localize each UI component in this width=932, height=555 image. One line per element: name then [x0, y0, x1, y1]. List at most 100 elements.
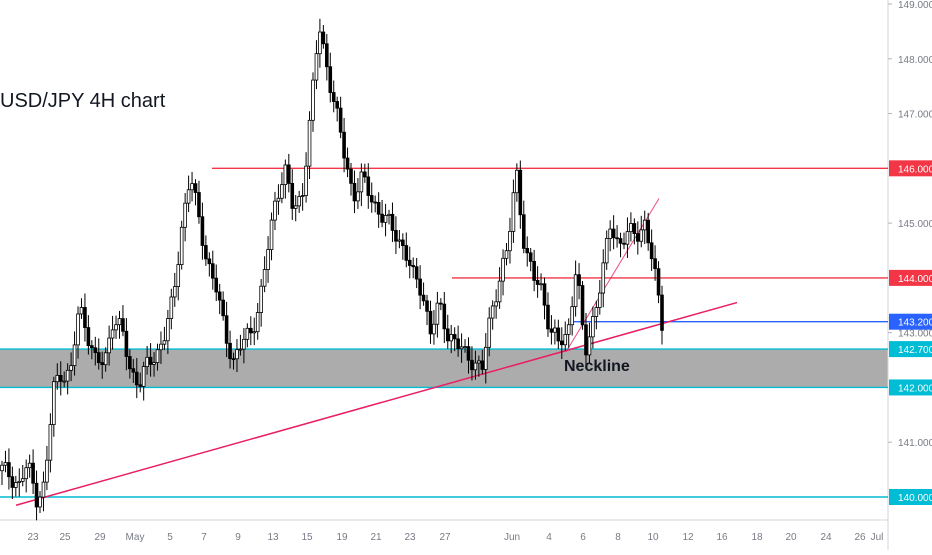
candle-body — [159, 343, 163, 351]
candle-body — [224, 315, 229, 344]
candle-body — [660, 294, 664, 331]
candle-body — [508, 230, 512, 252]
price-level-tag — [889, 341, 932, 358]
candle-body — [325, 43, 329, 68]
candle-body — [390, 213, 395, 231]
candle-body — [304, 165, 308, 196]
candle-body — [166, 318, 170, 342]
x-tick-label: 4 — [546, 532, 552, 543]
candle-body — [515, 169, 519, 194]
candle-body — [93, 347, 98, 354]
candle-body — [518, 169, 523, 216]
x-tick-label: 16 — [716, 532, 728, 543]
candle-body — [138, 384, 143, 387]
x-tick-label: 23 — [27, 532, 39, 543]
x-tick-label: 8 — [615, 532, 621, 543]
candle-body — [580, 285, 585, 326]
y-tick-label: 141.000 — [898, 438, 932, 449]
candle-body — [649, 242, 654, 260]
candle-body — [287, 164, 291, 184]
candle-body — [107, 337, 111, 354]
candle-body — [473, 362, 478, 371]
candle-body — [407, 259, 412, 266]
candle-body — [145, 356, 149, 367]
candle-body — [511, 192, 516, 232]
candle-body — [642, 219, 647, 231]
candle-body — [535, 280, 540, 285]
candle-body — [179, 226, 184, 265]
candle-body — [31, 462, 35, 484]
candle-body — [210, 263, 215, 279]
candle-body — [646, 219, 650, 244]
x-tick-label: 24 — [820, 532, 832, 543]
candle-body — [214, 277, 219, 293]
y-tick-label: 148.000 — [898, 55, 932, 66]
candle-body — [24, 467, 28, 480]
candle-body — [546, 304, 550, 330]
candle-body — [3, 462, 8, 466]
candle-body — [255, 312, 260, 333]
price-level-tag — [889, 489, 932, 505]
y-tick-label: 149.000 — [898, 0, 932, 11]
candle-body — [490, 305, 495, 319]
candle-body — [594, 307, 599, 317]
candle-body — [611, 228, 616, 239]
candle-body — [100, 362, 105, 366]
x-tick-label: Jul — [871, 532, 884, 543]
candle-body — [128, 356, 132, 370]
x-tick-label: 27 — [439, 532, 451, 543]
candle-body — [90, 345, 94, 349]
candle-body — [539, 283, 543, 286]
price-level-label: 142.700 — [898, 345, 932, 356]
candle-body — [577, 274, 581, 286]
x-tick-label: 18 — [751, 532, 763, 543]
candle-body — [65, 369, 70, 382]
candle-body — [618, 238, 623, 244]
candle-body — [273, 200, 277, 221]
candle-body — [110, 329, 115, 339]
neckline-trendline — [15, 301, 738, 506]
candle-body — [79, 307, 84, 315]
price-level-label: 143.200 — [898, 318, 932, 329]
candle-body — [331, 92, 336, 102]
candle-body — [72, 344, 77, 367]
candle-body — [152, 362, 156, 365]
candle-body — [397, 239, 402, 242]
price-level-tag — [889, 269, 932, 286]
candle-body — [96, 352, 101, 363]
candle-body — [17, 480, 22, 483]
candle-body — [186, 189, 191, 204]
candle-body — [228, 342, 232, 360]
candle-body — [176, 264, 181, 288]
candle-body — [269, 219, 274, 250]
candle-body — [62, 380, 66, 383]
x-tick-label: 19 — [336, 532, 348, 543]
price-level-tag — [889, 160, 932, 177]
candle-body — [587, 336, 592, 356]
price-level-tag — [889, 379, 932, 396]
candle-body — [235, 349, 239, 360]
price-level-label: 140.000 — [898, 493, 932, 504]
candle-body — [442, 303, 447, 330]
x-tick-label: 12 — [682, 532, 694, 543]
candle-body — [52, 381, 56, 425]
y-tick-label: 147.000 — [898, 110, 932, 121]
x-tick-label: 6 — [580, 532, 586, 543]
candle-body — [598, 292, 602, 308]
candle-body — [245, 327, 250, 340]
candle-body — [190, 183, 194, 191]
candle-body — [345, 157, 350, 170]
candle-body — [69, 365, 73, 371]
candle-body — [238, 348, 243, 351]
candle-body — [297, 196, 301, 207]
candle-body — [283, 164, 288, 186]
candle-body — [625, 231, 630, 245]
candle-body — [48, 424, 53, 461]
candle-body — [117, 318, 122, 326]
y-tick-label: 145.000 — [898, 219, 932, 230]
x-tick-label: 10 — [647, 532, 659, 543]
candle-body — [217, 291, 222, 301]
x-tick-label: 13 — [267, 532, 279, 543]
candle-body — [221, 299, 225, 317]
candle-body — [556, 327, 561, 342]
